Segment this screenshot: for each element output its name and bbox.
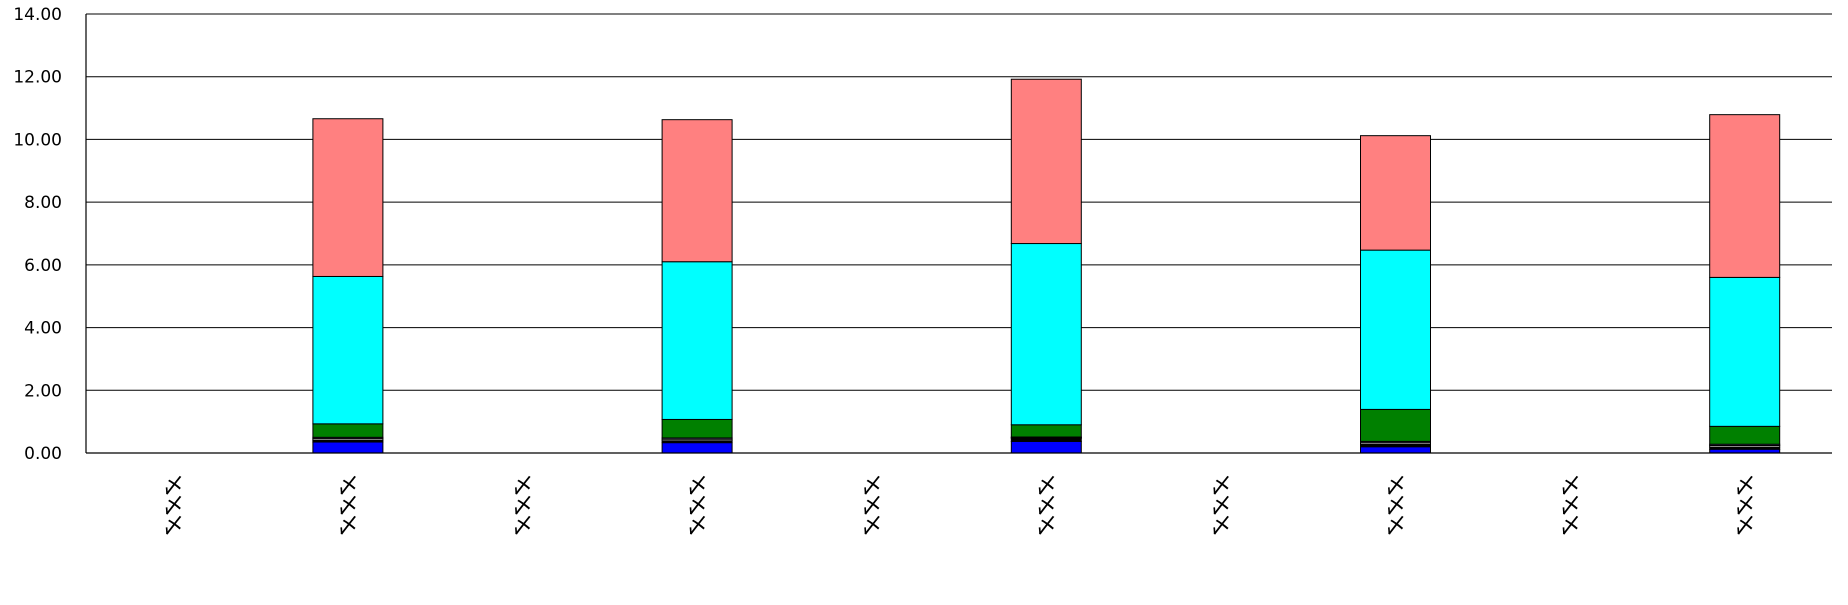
y-tick-label: 0.00	[24, 444, 62, 464]
bar-segment-1	[312, 441, 384, 454]
y-tick-label: 14.00	[13, 5, 62, 25]
bar-segment-6	[312, 275, 384, 425]
y-tick-label: 12.00	[13, 68, 62, 88]
bars	[312, 78, 1781, 454]
bar-segment-7	[1709, 114, 1781, 278]
x-tick-label: 〆〆〆	[1210, 474, 1232, 539]
bar-segment-5	[1709, 425, 1781, 445]
y-axis-tick-labels: 0.00 2.00 4.00 6.00 8.00 10.00 12.00 14.00	[13, 5, 62, 464]
x-tick-label: 〆〆〆	[861, 474, 883, 539]
bar-segment-5	[1010, 424, 1082, 438]
y-tick-label: 8.00	[24, 193, 62, 213]
bar-segment-7	[661, 119, 733, 263]
x-tick-label: 〆〆〆	[1734, 474, 1756, 539]
y-tick-label: 10.00	[13, 130, 62, 150]
bar-segment-5	[312, 423, 384, 438]
y-tick-label: 2.00	[24, 381, 62, 401]
bar-segment-5	[661, 418, 733, 439]
bar-segment-7	[1010, 78, 1082, 245]
bar-segment-7	[1360, 135, 1431, 251]
x-tick-label: 〆〆〆	[1559, 474, 1581, 539]
x-tick-label: 〆〆〆	[686, 474, 708, 539]
x-tick-label: 〆〆〆	[337, 474, 359, 539]
bar-segment-6	[1360, 249, 1431, 410]
axes	[85, 14, 1832, 454]
bar-segment-6	[1010, 243, 1082, 426]
bar-segment-1	[1010, 440, 1082, 454]
bar-segment-1	[661, 442, 733, 454]
x-tick-label: 〆〆〆	[511, 474, 533, 539]
x-tick-label: 〆〆〆	[162, 474, 184, 539]
y-tick-label: 4.00	[24, 319, 62, 339]
x-tick-label: 〆〆〆	[1384, 474, 1406, 539]
bar-segment-7	[312, 118, 384, 277]
x-tick-label: 〆〆〆	[1035, 474, 1057, 539]
bar-segment-5	[1360, 408, 1431, 442]
bar-segment-1	[1360, 446, 1431, 454]
bar-segment-6	[1709, 276, 1781, 427]
x-axis-tick-labels: 〆〆〆 〆〆〆 〆〆〆 〆〆〆 〆〆〆 〆〆〆 〆〆〆 〆〆〆 〆〆〆 〆〆〆	[162, 474, 1755, 539]
y-tick-label: 6.00	[24, 256, 62, 276]
bar-segment-6	[661, 261, 733, 420]
